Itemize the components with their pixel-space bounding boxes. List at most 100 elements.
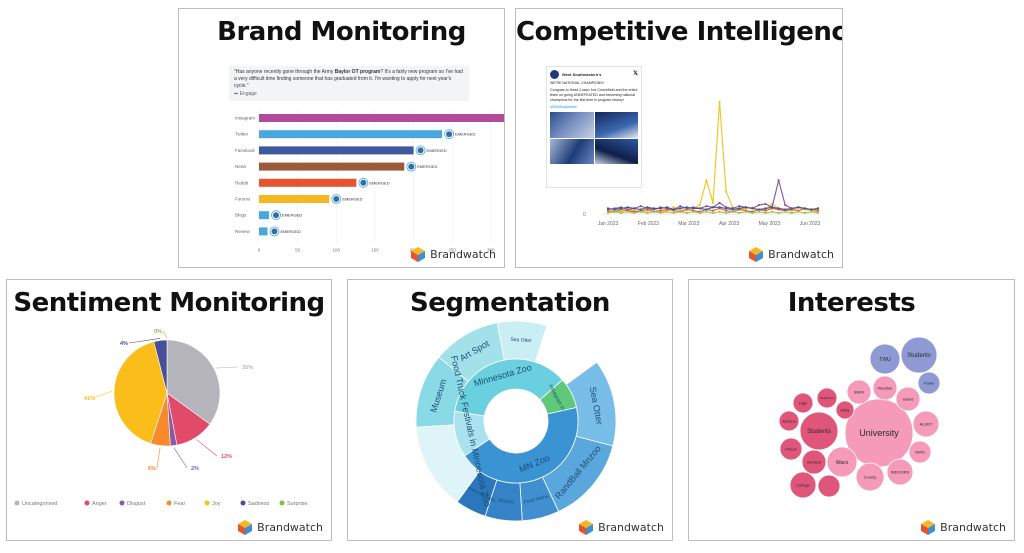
competitor-line-chart: 0 Jan 2023 Feb 2023 Mar 2023 Apr 2023 May 202… xyxy=(583,100,821,227)
slice-leader-line xyxy=(156,447,161,469)
bar xyxy=(259,146,414,155)
badge-label: EMERGED xyxy=(369,180,389,185)
series-point xyxy=(620,211,623,214)
interest-bubble-label: University xyxy=(859,428,899,438)
series-point xyxy=(764,207,767,210)
bar xyxy=(259,130,443,139)
series-point xyxy=(770,206,774,209)
interest-bubble xyxy=(886,458,914,486)
series-point xyxy=(698,211,701,214)
interest-bubble-label: NWS xyxy=(915,449,925,454)
series-point xyxy=(751,211,754,214)
series-point xyxy=(620,207,623,210)
series-point xyxy=(672,206,675,209)
series-point xyxy=(718,210,721,213)
series-point xyxy=(698,203,701,207)
engage-label: Engage xyxy=(239,91,257,97)
series-point xyxy=(718,100,721,104)
series-point xyxy=(790,211,793,214)
series-point xyxy=(711,201,715,204)
series-point xyxy=(725,209,728,212)
series-point xyxy=(692,210,695,213)
bar xyxy=(259,162,405,171)
badge-circle xyxy=(269,226,280,237)
brandwatch-logo: Brandwatch xyxy=(749,247,834,262)
series-point xyxy=(685,211,688,214)
brandwatch-logo: Brandwatch xyxy=(579,520,664,535)
tweet-hashtag[interactable]: #NMUBasketball xyxy=(550,105,577,109)
badge-label: EMERGED xyxy=(281,229,301,234)
interest-bubble-label: Waco xyxy=(836,460,849,466)
series-point xyxy=(659,209,662,212)
brand-name: Brandwatch xyxy=(430,248,496,261)
x-logo-icon: 𝕏 xyxy=(633,71,638,77)
interest-bubble-label: Students xyxy=(907,353,931,359)
x-tick-label: May 2023 xyxy=(759,221,781,227)
series-point xyxy=(613,208,616,211)
interest-bubble xyxy=(778,410,800,432)
legend-marker xyxy=(279,500,285,506)
slice-label: 35% xyxy=(242,365,253,371)
series-point xyxy=(725,190,728,193)
panel-title: Segmentation xyxy=(410,288,610,318)
series-point xyxy=(685,206,688,209)
interests-panel: Interests University Students TWU Panel Stud… xyxy=(688,279,1015,541)
series-point xyxy=(757,203,761,207)
x-tick-label: 100 xyxy=(333,248,341,253)
interest-bubble-label: SBKK xyxy=(854,389,865,394)
interest-bubble xyxy=(801,449,827,475)
badge-circle xyxy=(331,194,342,204)
legend-marker xyxy=(119,500,125,506)
interest-bubble xyxy=(869,343,901,375)
slice-label: 12% xyxy=(221,454,232,460)
badge-star-icon xyxy=(417,147,424,154)
series-point xyxy=(639,208,642,211)
bar xyxy=(259,114,504,122)
brand-monitoring-panel: Brand Monitoring "Has anyone recently go… xyxy=(178,8,505,268)
slice-label: 4% xyxy=(120,341,128,347)
series-point xyxy=(606,209,610,212)
interest-bubble-label: INDOORS xyxy=(891,469,910,474)
engage-link[interactable]: ➦ Engage xyxy=(234,91,464,98)
outer-segment-label: Mnzoo xyxy=(498,498,514,506)
tweet-account: West Southeastern's xyxy=(562,72,602,77)
legend-marker xyxy=(204,500,210,506)
interest-bubble-label: Students xyxy=(807,429,831,435)
bar xyxy=(259,211,270,220)
slice-leader-line xyxy=(173,447,188,469)
series-point xyxy=(725,211,728,214)
brandwatch-logo: Brandwatch xyxy=(238,520,323,535)
series-point xyxy=(803,207,806,210)
brand-name: Brandwatch xyxy=(598,521,664,534)
mention-quote-card[interactable]: "Has anyone recently gone through the Ar… xyxy=(229,66,469,101)
series-point xyxy=(718,206,721,209)
series-point xyxy=(665,206,669,209)
bar xyxy=(259,227,268,236)
interest-bubble xyxy=(900,336,938,374)
tweet-photos[interactable] xyxy=(550,112,638,164)
series-point xyxy=(803,211,806,214)
pie-slice xyxy=(166,339,221,425)
series-point xyxy=(665,210,669,213)
interest-bubble xyxy=(917,371,941,395)
series-point xyxy=(606,207,610,210)
series-point xyxy=(797,210,800,213)
interest-bubble xyxy=(817,474,841,498)
series-point xyxy=(816,211,820,214)
interest-bubble-label: Healthcare xyxy=(820,396,835,400)
interest-bubble xyxy=(789,471,817,499)
interest-bubble-label: College xyxy=(796,482,810,487)
x-tick-label: 50 xyxy=(295,248,301,253)
series-point xyxy=(639,205,642,208)
series-point xyxy=(679,207,682,210)
tweet-card[interactable]: West Southeastern's 𝕏 WE'RE NATIONAL CHA… xyxy=(546,66,642,188)
slice-label: 41% xyxy=(84,396,95,402)
series-point xyxy=(784,208,787,211)
category-label: Facebook xyxy=(235,148,256,153)
series-point xyxy=(738,211,741,214)
series-point xyxy=(757,210,761,213)
category-label: Forums xyxy=(235,197,251,202)
series-point xyxy=(751,207,754,210)
brandwatch-hexagon-icon xyxy=(921,520,936,535)
